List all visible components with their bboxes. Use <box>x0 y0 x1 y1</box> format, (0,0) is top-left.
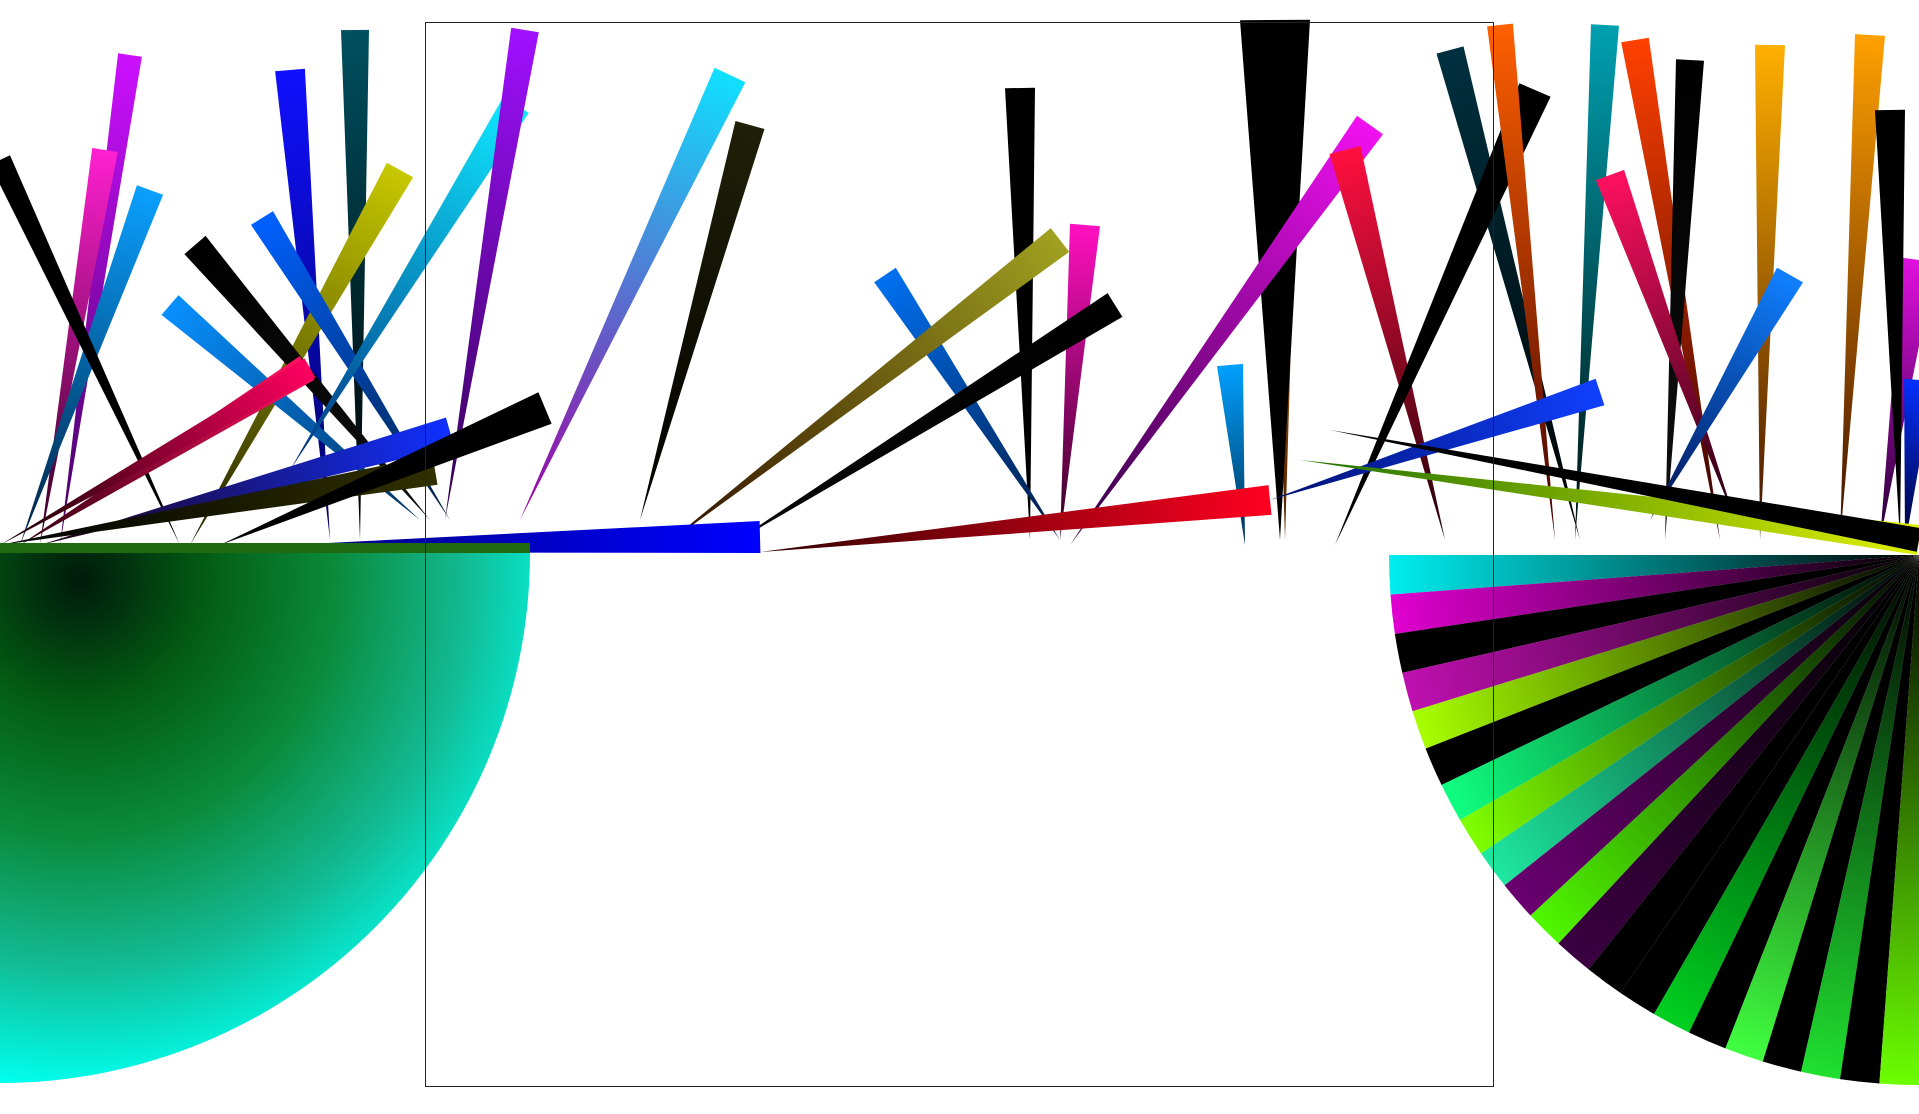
spike-teal-left <box>341 29 369 541</box>
spike-pink-center <box>1060 223 1100 541</box>
fan-stripe <box>1394 555 1919 673</box>
spike-dark-center <box>640 121 765 520</box>
spike-fan-layer <box>0 19 1919 546</box>
bar-olive-left <box>0 455 438 545</box>
spike-black-right-2 <box>1665 59 1704 541</box>
fan-stripe <box>1412 555 1919 749</box>
fan-stripe <box>1588 555 1919 993</box>
fan-stripe <box>1654 555 1919 1033</box>
spike-olive-center <box>665 228 1070 545</box>
fan-stripe <box>1504 555 1919 916</box>
spike-teal-right-2 <box>1575 24 1619 540</box>
bar-yellow-right <box>1300 460 1919 555</box>
spike-cyan-left <box>290 97 529 470</box>
spike-magenta-center <box>1070 115 1383 545</box>
quarter-disc-shape <box>0 553 530 1083</box>
bar-blue-left <box>40 417 454 545</box>
spike-cyanmag-center <box>520 67 746 520</box>
spike-black-center-1 <box>1005 87 1035 540</box>
fan-stripe <box>1389 555 1919 595</box>
fan-stripe <box>1402 555 1919 712</box>
spike-red-center <box>1329 146 1445 540</box>
bar-darkred-left <box>0 358 316 545</box>
spike-blue-right-2 <box>1904 378 1919 545</box>
center-outline-frame <box>425 22 1494 1087</box>
spike-blue-right <box>1650 267 1803 520</box>
spike-violet-center <box>445 27 539 520</box>
fan-stripe <box>1530 555 1919 944</box>
bar-red-center <box>760 485 1272 552</box>
spike-gold-right-2 <box>1840 34 1885 540</box>
fan-stripe <box>1689 555 1919 1049</box>
spike-black-tall <box>1240 19 1310 540</box>
fan-stripe <box>1441 555 1919 820</box>
right-stripe-fan <box>1389 555 1919 1085</box>
horizontal-bar-layer <box>0 358 1919 555</box>
spike-black-left-1 <box>0 155 180 545</box>
fan-stripe <box>1840 555 1919 1084</box>
spike-black-right-1 <box>1335 83 1551 545</box>
bar-black-right <box>1330 430 1919 552</box>
fan-stripe <box>1460 555 1919 854</box>
fan-stripe <box>1879 555 1919 1085</box>
fan-stripe <box>1558 555 1919 970</box>
bar-black-mid <box>220 392 552 545</box>
fan-stripe <box>1620 555 1919 1014</box>
fan-stripe <box>1725 555 1919 1062</box>
spike-black-center-2 <box>730 293 1123 545</box>
fan-stripe <box>1801 555 1919 1080</box>
bar-blue-right <box>1270 378 1605 500</box>
disc-top-edge <box>0 543 530 553</box>
fan-stripe <box>1481 555 1919 886</box>
fan-stripe <box>1425 555 1919 785</box>
fan-stripe <box>1762 555 1919 1072</box>
left-quarter-disc <box>0 553 530 1083</box>
fan-stripe <box>1390 555 1919 634</box>
spike-blue-left <box>275 68 330 540</box>
spike-olive-left <box>190 162 414 545</box>
spike-black-right-3 <box>1875 109 1905 540</box>
